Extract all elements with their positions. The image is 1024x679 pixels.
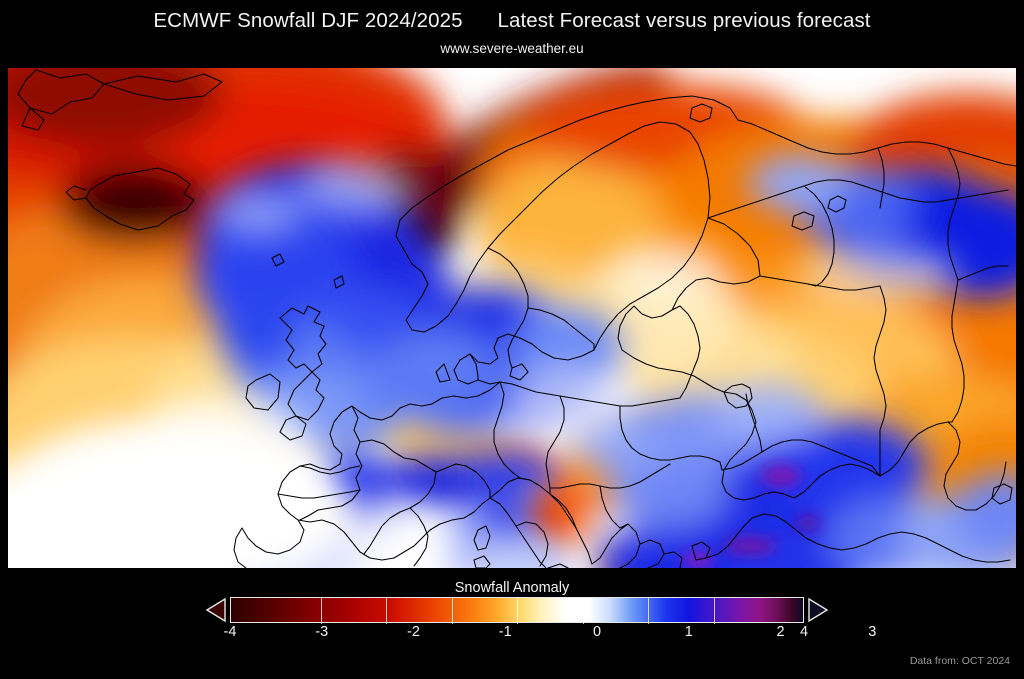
colorbar-tick-label: 2 bbox=[776, 624, 785, 640]
header: ECMWF Snowfall DJF 2024/2025 Latest Fore… bbox=[0, 0, 1024, 68]
colorbar-ticks bbox=[255, 598, 779, 624]
colorbar-tick-label: 4 bbox=[799, 624, 809, 640]
colorbar-tick-label: -1 bbox=[498, 624, 512, 640]
data-attribution: Data from: OCT 2024 bbox=[909, 655, 1010, 667]
colorbar-tick-label: 0 bbox=[592, 624, 602, 640]
source-url: www.severe-weather.eu bbox=[440, 41, 584, 56]
map-panel[interactable] bbox=[8, 68, 1016, 568]
colorbar[interactable] bbox=[206, 597, 828, 624]
colorbar-tick-label: -4 bbox=[223, 624, 237, 640]
colorbar-tick-labels: -4 -3 -2 -1 0 1 2 3 4 bbox=[206, 624, 877, 644]
colorbar-gradient bbox=[230, 597, 804, 624]
colorbar-tick-label: 1 bbox=[684, 624, 693, 640]
colorbar-tick-label: -3 bbox=[315, 624, 329, 640]
colorbar-title: Snowfall Anomaly bbox=[454, 580, 570, 596]
colorbar-low-extend-arrow-icon bbox=[206, 597, 226, 623]
coastline-and-border-overlay bbox=[8, 68, 1016, 568]
anomaly-field bbox=[8, 68, 1016, 568]
colorbar-tick-label: 3 bbox=[868, 624, 877, 640]
colorbar-high-extend-arrow-icon bbox=[808, 597, 828, 623]
page-title: ECMWF Snowfall DJF 2024/2025 Latest Fore… bbox=[153, 9, 871, 32]
colorbar-tick-label: -2 bbox=[407, 624, 420, 640]
